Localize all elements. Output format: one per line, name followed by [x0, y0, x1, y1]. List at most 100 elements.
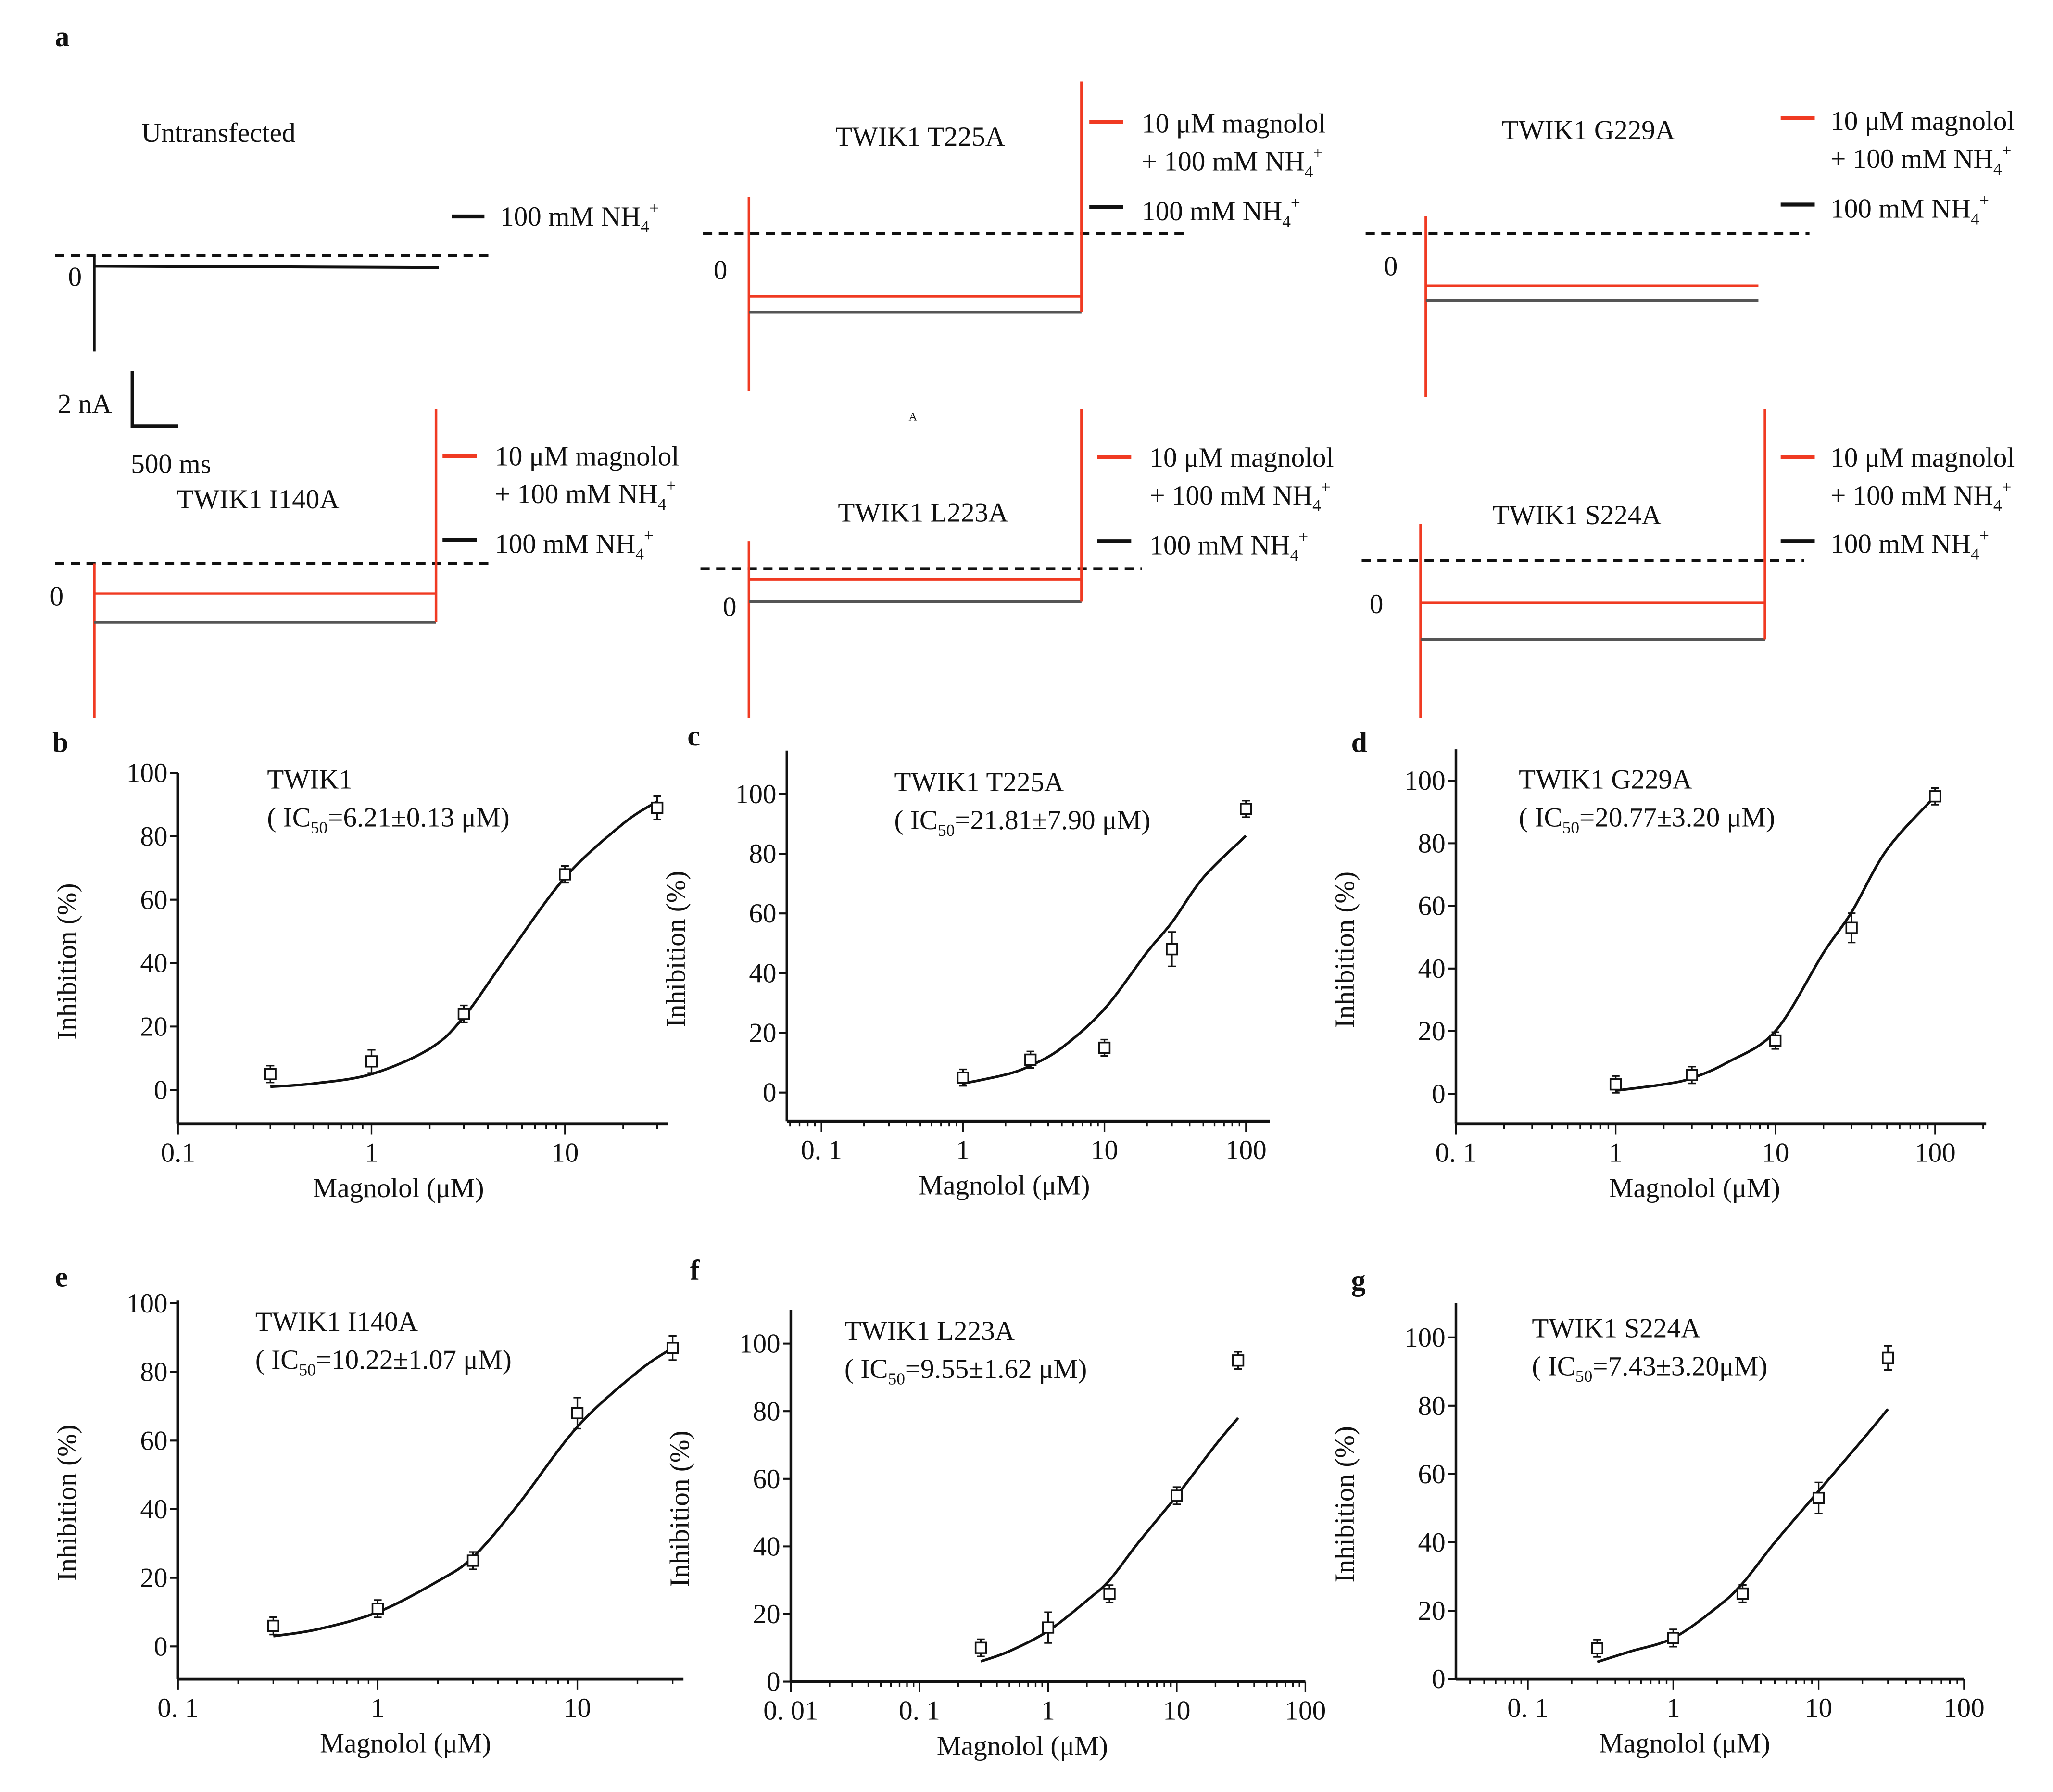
zero-label: 0 [1370, 589, 1384, 619]
dose-response-chart-c: 0. 1 1 10 100 0 20 40 60 80 100 Magnolol (μM) Inhib… [661, 750, 1270, 1201]
data-marker [1929, 790, 1941, 803]
data-point [1882, 1345, 1894, 1371]
data-marker [1098, 1041, 1111, 1054]
y-axis-label: Inhibition (%) [1330, 1426, 1360, 1582]
legend-magnolol-line2: + 100 mM NH4+ [1830, 141, 2011, 178]
legend-control-label: 100 mM NH4+ [1142, 193, 1300, 231]
subscript: 4 [1312, 496, 1321, 515]
y-tick-label: 60 [749, 898, 776, 929]
y-tick-label: 100 [126, 1288, 168, 1319]
superscript: + [2002, 141, 2012, 160]
data-point [466, 1551, 479, 1570]
ic50-value: =9.55±1.62 μM) [905, 1354, 1087, 1384]
legend-text: 100 mM NH [1142, 196, 1282, 227]
superscript: + [2002, 477, 2012, 496]
data-marker [1042, 1621, 1055, 1634]
y-tick-label: 40 [753, 1531, 780, 1562]
x-tick-label: 10 [1163, 1696, 1190, 1726]
legend-control-label: 100 mM NH4+ [1830, 526, 1989, 563]
subscript: 4 [1290, 545, 1299, 565]
chart-title: TWIK1 S224A [1532, 1313, 1700, 1344]
legend-text: + 100 mM NH [1830, 480, 1993, 511]
data-marker [974, 1641, 987, 1654]
y-tick-label: 0 [1432, 1079, 1446, 1109]
data-marker [559, 868, 571, 881]
y-tick-label: 0 [154, 1075, 168, 1105]
y-tick-label: 0 [154, 1631, 168, 1662]
legend-magnolol-line1: 10 μM magnolol [1149, 442, 1334, 473]
y-tick-label: 40 [140, 948, 167, 979]
y-tick-label: 20 [140, 1011, 167, 1042]
scale-bar-current: 2 nA [58, 389, 112, 419]
superscript: + [644, 526, 654, 545]
data-point [457, 1004, 470, 1023]
y-tick-label: 60 [753, 1464, 780, 1494]
x-tick-label: 10 [564, 1693, 591, 1723]
ic50-annotation: ( IC50=10.22±1.07 μM) [255, 1345, 512, 1379]
data-marker [365, 1055, 378, 1068]
data-point [651, 795, 664, 820]
y-tick-label: 80 [140, 821, 167, 852]
ic50-prefix: ( IC [1519, 803, 1562, 833]
y-tick-label: 60 [1418, 1459, 1446, 1489]
y-axis-label: Inhibition (%) [52, 883, 82, 1039]
scale-bar-time: 500 ms [131, 449, 211, 480]
x-tick-label: 100 [1914, 1138, 1956, 1168]
data-marker [1609, 1078, 1622, 1091]
data-point [571, 1397, 584, 1430]
x-tick-label: 0. 1 [899, 1696, 940, 1726]
ic50-value: =6.21±0.13 μM) [327, 803, 509, 833]
data-point [1812, 1481, 1825, 1514]
x-tick-label: 0. 1 [1436, 1138, 1477, 1168]
x-tick-label: 1 [365, 1138, 378, 1168]
subscript: 4 [1305, 162, 1313, 181]
x-tick-label: 100 [1943, 1693, 1985, 1723]
y-tick-label: 20 [753, 1599, 780, 1629]
legend-text: + 100 mM NH [495, 479, 658, 509]
data-marker [1591, 1642, 1603, 1654]
x-tick-label: 0.1 [161, 1138, 195, 1168]
x-axis-label: Magnolol (μM) [919, 1171, 1090, 1201]
y-tick-label: 40 [140, 1494, 167, 1525]
zero-label: 0 [723, 592, 737, 622]
ic50-value: =20.77±3.20 μM) [1579, 803, 1775, 833]
x-tick-label: 0. 1 [157, 1693, 199, 1723]
y-tick-label: 20 [1418, 1596, 1446, 1626]
zero-label: 0 [714, 255, 728, 286]
chart-title: TWIK1 G229A [1519, 765, 1692, 795]
superscript: + [666, 476, 676, 495]
x-tick-label: 100 [1225, 1135, 1267, 1165]
x-axis-label: Magnolol (μM) [320, 1729, 491, 1759]
subscript: 4 [1993, 159, 2002, 178]
data-marker [1232, 1354, 1245, 1367]
fit-curve [270, 800, 658, 1088]
y-tick-label: 80 [1418, 1391, 1446, 1421]
chart-title: TWIK1 L223A [844, 1316, 1015, 1346]
x-tick-label: 1 [1041, 1696, 1055, 1726]
ic50-annotation: ( IC50=21.81±7.90 μM) [894, 805, 1151, 840]
chart-title: TWIK1 [267, 765, 353, 795]
data-marker [957, 1071, 969, 1084]
data-marker [651, 801, 664, 814]
y-tick-label: 20 [749, 1018, 776, 1048]
data-point [1929, 787, 1941, 806]
chart-title: TWIK1 T225A [894, 767, 1064, 797]
y-axis-label: Inhibition (%) [665, 1430, 695, 1587]
scale-bar-lines [130, 371, 178, 428]
x-tick-label: 1 [371, 1693, 385, 1723]
legend-control-label: 100 mM NH4+ [1149, 527, 1308, 565]
trace-title: TWIK1 L223A [838, 497, 1008, 528]
zero-label: 0 [68, 262, 82, 292]
legend-text: 100 mM NH [495, 529, 635, 559]
legend-magnolol-line2: + 100 mM NH4+ [1149, 477, 1330, 515]
x-tick-label: 0. 01 [763, 1696, 818, 1726]
data-marker [466, 1554, 479, 1567]
y-tick-label: 100 [1404, 766, 1446, 796]
subscript: 4 [1282, 212, 1291, 231]
legend-magnolol-line2: + 100 mM NH4+ [495, 476, 676, 514]
trace-panel-untransfected: Untransfected 0 100 mM NH4+ [55, 118, 659, 352]
x-axis-label: Magnolol (μM) [1599, 1729, 1770, 1759]
ic50-prefix: ( IC [267, 803, 310, 833]
ic50-prefix: ( IC [844, 1354, 888, 1384]
